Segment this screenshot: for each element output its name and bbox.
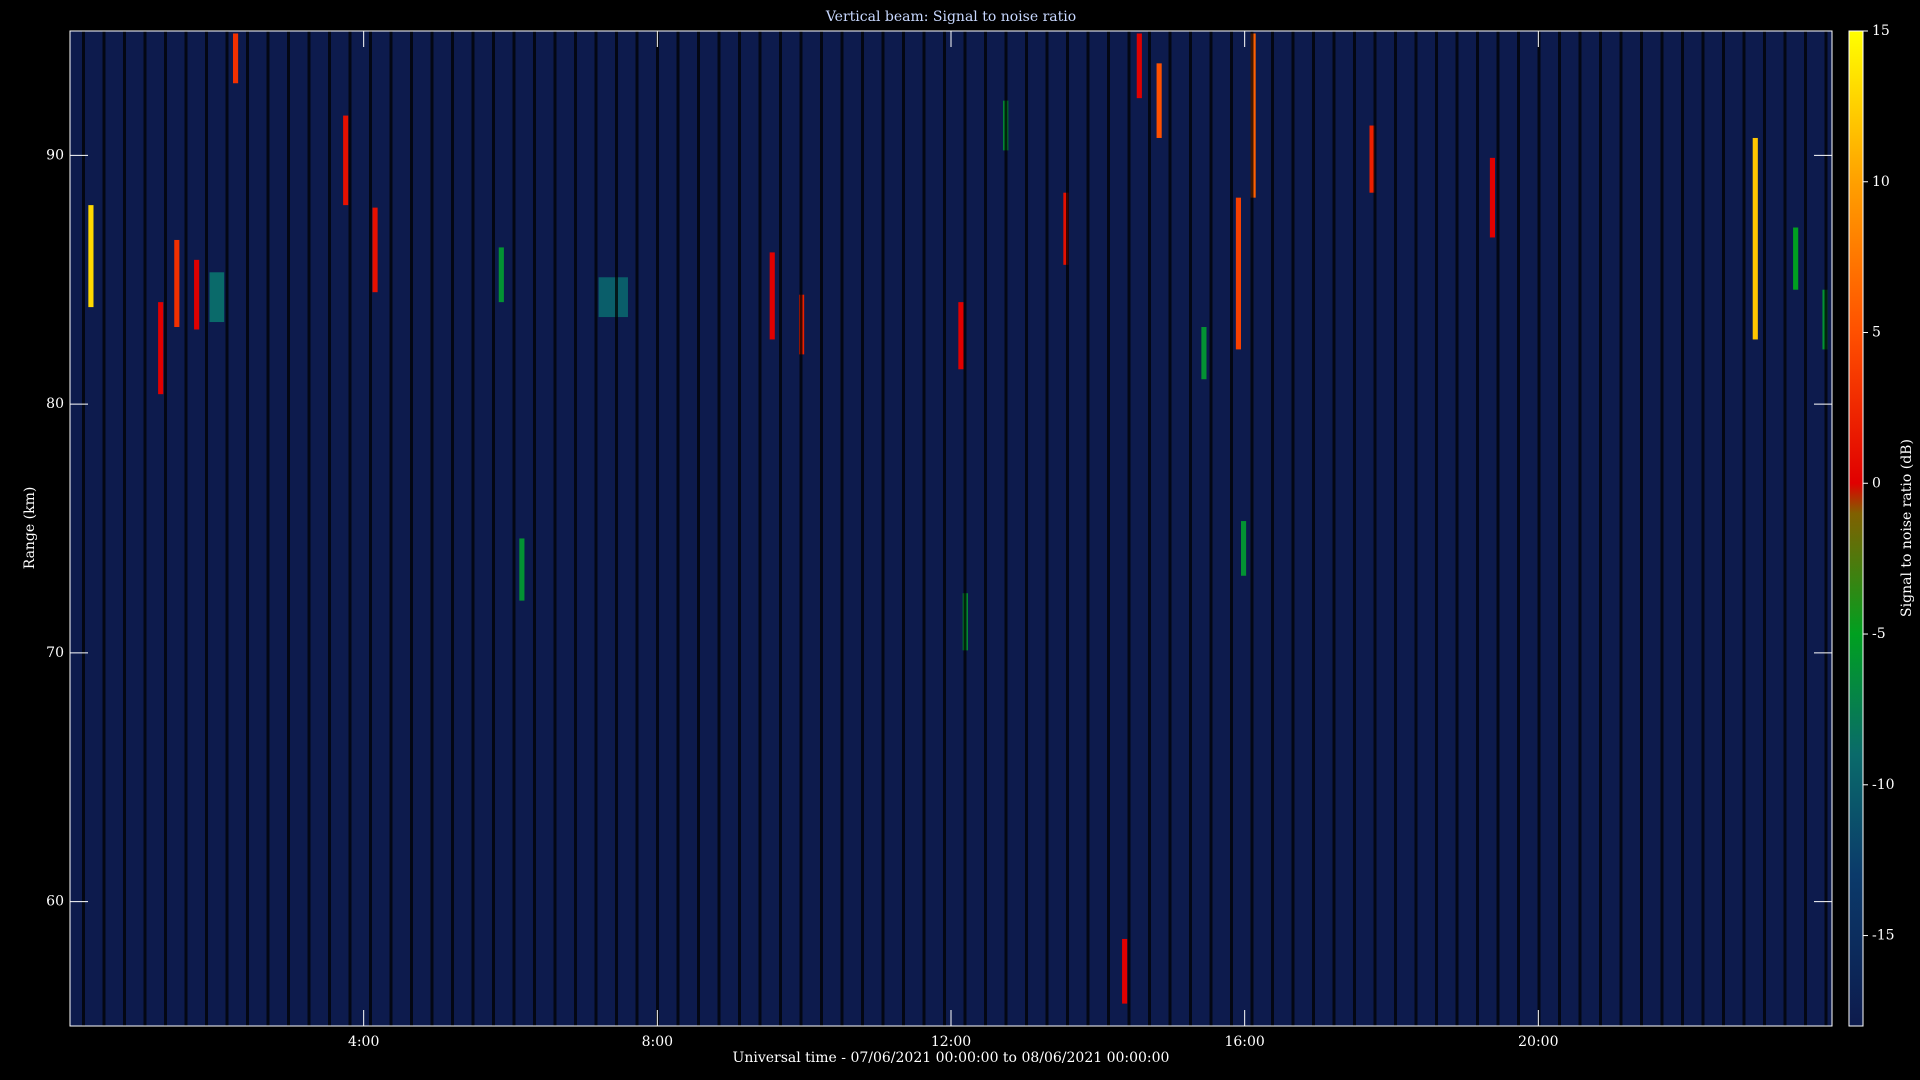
colorbar [1848,30,1864,1027]
colorbar-tick-label: -15 [1872,928,1895,944]
y-tick-label: 70 [46,645,64,661]
colorbar-tick-label: 0 [1872,475,1881,491]
colorbar-tick-label: 5 [1872,325,1881,341]
chart-title: Vertical beam: Signal to noise ratio [825,9,1076,25]
x-tick-label: 12:00 [931,1034,971,1050]
colorbar-tick-label: 15 [1872,23,1890,39]
colorbar-tick-label: -5 [1872,626,1886,642]
y-tick-label: 90 [46,147,64,163]
y-axis-label: Range (km) [22,487,38,570]
data-gaps [70,31,1832,1026]
colorbar-tick-label: 10 [1872,174,1890,190]
x-tick-label: 20:00 [1518,1034,1558,1050]
x-axis-label: Universal time - 07/06/2021 00:00:00 to … [733,1050,1170,1066]
colorbar-label: Signal to noise ratio (dB) [1899,439,1915,617]
y-tick-label: 60 [46,894,64,910]
x-tick-label: 8:00 [642,1034,673,1050]
x-tick-label: 4:00 [348,1034,379,1050]
y-tick-label: 80 [46,396,64,412]
x-tick-label: 16:00 [1224,1034,1264,1050]
colorbar-tick-label: -10 [1872,777,1895,793]
